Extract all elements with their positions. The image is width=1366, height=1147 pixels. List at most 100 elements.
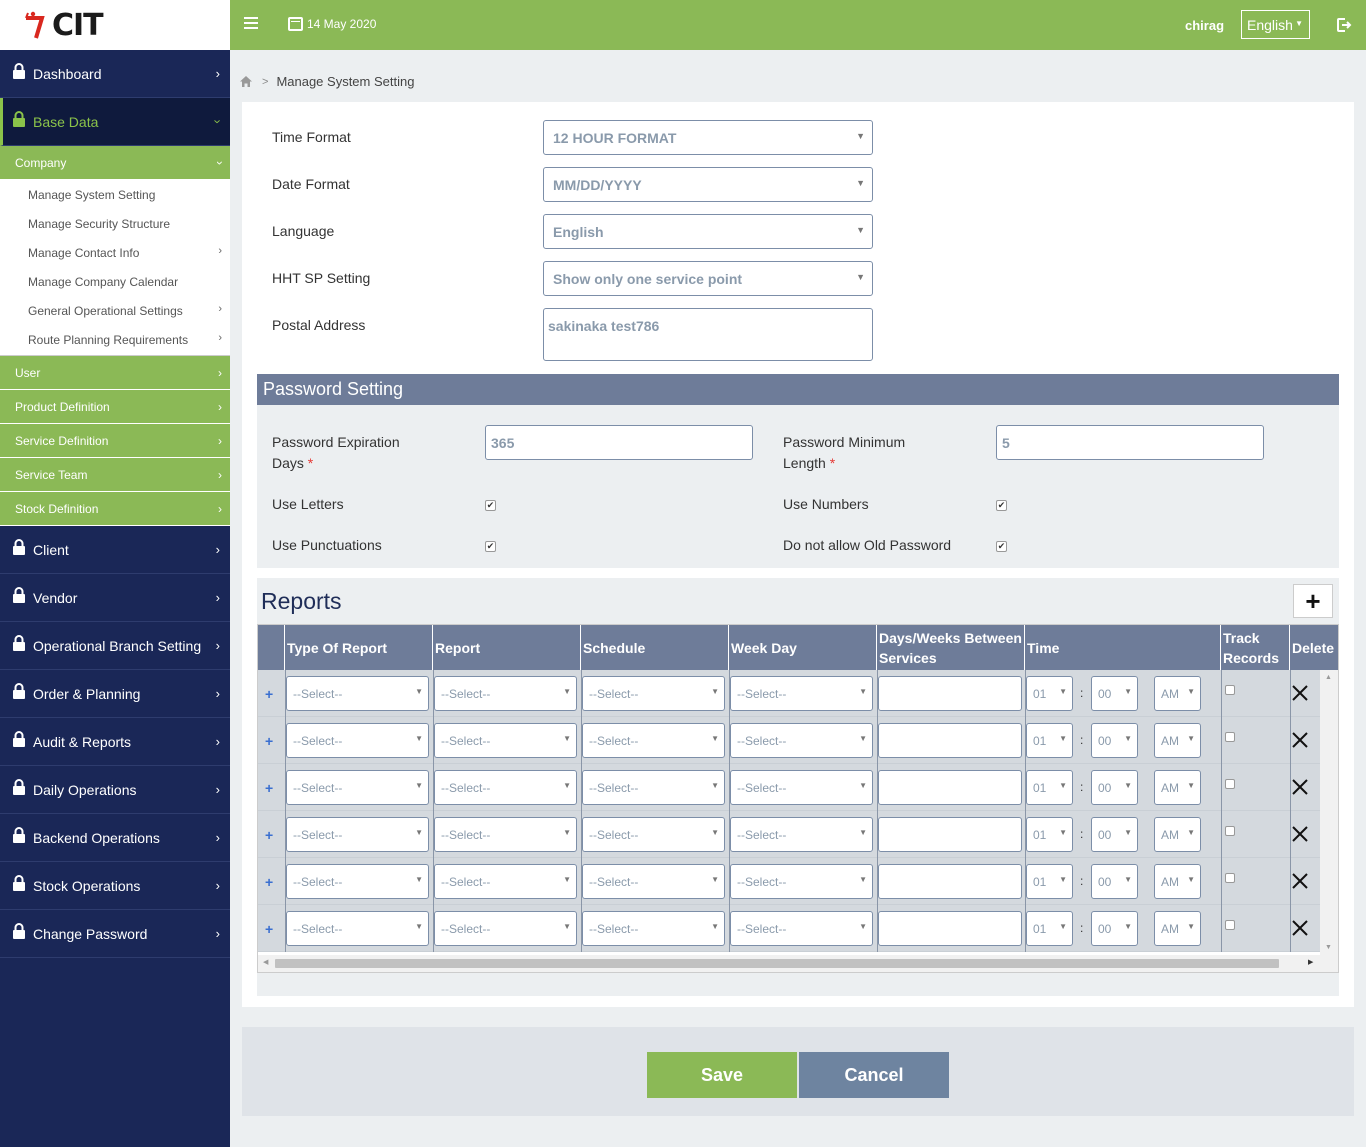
type-select[interactable]: --Select-- ▼ bbox=[286, 864, 429, 899]
scroll-down-icon[interactable]: ▼ bbox=[1325, 944, 1332, 951]
home-icon[interactable] bbox=[240, 76, 252, 87]
time-format-select[interactable]: 12 HOUR FORMAT ▼ bbox=[543, 120, 873, 155]
menu-icon[interactable] bbox=[244, 17, 258, 29]
hour-select[interactable]: 01 ▼ bbox=[1026, 723, 1073, 758]
report-select[interactable]: --Select-- ▼ bbox=[434, 911, 577, 946]
language-form-select[interactable]: English ▼ bbox=[543, 214, 873, 249]
password-min-length-input[interactable]: 5 bbox=[996, 425, 1264, 460]
type-select[interactable]: --Select-- ▼ bbox=[286, 817, 429, 852]
expand-row-icon[interactable]: + bbox=[265, 780, 274, 796]
days-between-input[interactable] bbox=[878, 723, 1022, 758]
week-day-select[interactable]: --Select-- ▼ bbox=[730, 817, 873, 852]
track-records-checkbox[interactable] bbox=[1225, 826, 1235, 836]
vertical-scrollbar[interactable]: ▲ ▼ bbox=[1320, 670, 1338, 955]
delete-icon[interactable] bbox=[1291, 731, 1309, 749]
hour-select[interactable]: 01 ▼ bbox=[1026, 817, 1073, 852]
ampm-select[interactable]: AM ▼ bbox=[1154, 864, 1201, 899]
report-select[interactable]: --Select-- ▼ bbox=[434, 864, 577, 899]
sidebar-subitem-manage-company-calendar[interactable]: Manage Company Calendar bbox=[0, 267, 230, 296]
track-records-checkbox[interactable] bbox=[1225, 732, 1235, 742]
horizontal-scrollbar[interactable]: ◀ ▶ bbox=[258, 955, 1338, 972]
sidebar-item-dashboard[interactable]: Dashboard › bbox=[0, 50, 230, 98]
schedule-select[interactable]: --Select-- ▼ bbox=[582, 723, 725, 758]
schedule-select[interactable]: --Select-- ▼ bbox=[582, 864, 725, 899]
ampm-select[interactable]: AM ▼ bbox=[1154, 770, 1201, 805]
week-day-select[interactable]: --Select-- ▼ bbox=[730, 770, 873, 805]
minute-select[interactable]: 00 ▼ bbox=[1091, 817, 1138, 852]
sidebar-item-stock-operations[interactable]: Stock Operations › bbox=[0, 862, 230, 910]
minute-select[interactable]: 00 ▼ bbox=[1091, 770, 1138, 805]
postal-address-textarea[interactable]: sakinaka test786 bbox=[543, 308, 873, 361]
scroll-up-icon[interactable]: ▲ bbox=[1325, 674, 1332, 681]
track-records-checkbox[interactable] bbox=[1225, 873, 1235, 883]
report-select[interactable]: --Select-- ▼ bbox=[434, 723, 577, 758]
ampm-select[interactable]: AM ▼ bbox=[1154, 723, 1201, 758]
sidebar-subitem-manage-system-setting[interactable]: Manage System Setting bbox=[0, 180, 230, 209]
sidebar-item-service-definition[interactable]: Service Definition › bbox=[0, 424, 230, 458]
cancel-button[interactable]: Cancel bbox=[799, 1052, 949, 1098]
expand-row-icon[interactable]: + bbox=[265, 921, 274, 937]
track-records-checkbox[interactable] bbox=[1225, 779, 1235, 789]
sidebar-item-backend-operations[interactable]: Backend Operations › bbox=[0, 814, 230, 862]
sidebar-item-daily-operations[interactable]: Daily Operations › bbox=[0, 766, 230, 814]
sidebar-item-company[interactable]: Company › bbox=[0, 146, 230, 180]
days-between-input[interactable] bbox=[878, 911, 1022, 946]
ampm-select[interactable]: AM ▼ bbox=[1154, 676, 1201, 711]
use-punctuations-checkbox[interactable]: ✔ bbox=[485, 541, 496, 552]
type-select[interactable]: --Select-- ▼ bbox=[286, 676, 429, 711]
schedule-select[interactable]: --Select-- ▼ bbox=[582, 911, 725, 946]
days-between-input[interactable] bbox=[878, 770, 1022, 805]
sidebar-item-vendor[interactable]: Vendor › bbox=[0, 574, 230, 622]
sidebar-item-client[interactable]: Client › bbox=[0, 526, 230, 574]
sidebar-item-base-data[interactable]: Base Data › bbox=[0, 98, 230, 146]
add-report-button[interactable]: + bbox=[1293, 584, 1333, 618]
expand-row-icon[interactable]: + bbox=[265, 827, 274, 843]
schedule-select[interactable]: --Select-- ▼ bbox=[582, 676, 725, 711]
logout-icon[interactable] bbox=[1336, 17, 1352, 33]
ampm-select[interactable]: AM ▼ bbox=[1154, 911, 1201, 946]
minute-select[interactable]: 00 ▼ bbox=[1091, 723, 1138, 758]
delete-icon[interactable] bbox=[1291, 825, 1309, 843]
report-select[interactable]: --Select-- ▼ bbox=[434, 817, 577, 852]
use-letters-checkbox[interactable]: ✔ bbox=[485, 500, 496, 511]
week-day-select[interactable]: --Select-- ▼ bbox=[730, 911, 873, 946]
type-select[interactable]: --Select-- ▼ bbox=[286, 911, 429, 946]
sidebar-item-order-and-planning[interactable]: Order & Planning › bbox=[0, 670, 230, 718]
password-expiration-input[interactable]: 365 bbox=[485, 425, 753, 460]
minute-select[interactable]: 00 ▼ bbox=[1091, 864, 1138, 899]
delete-icon[interactable] bbox=[1291, 919, 1309, 937]
minute-select[interactable]: 00 ▼ bbox=[1091, 911, 1138, 946]
minute-select[interactable]: 00 ▼ bbox=[1091, 676, 1138, 711]
hour-select[interactable]: 01 ▼ bbox=[1026, 676, 1073, 711]
scroll-right-icon[interactable]: ▶ bbox=[1308, 959, 1314, 966]
hour-select[interactable]: 01 ▼ bbox=[1026, 911, 1073, 946]
hht-sp-select[interactable]: Show only one service point ▼ bbox=[543, 261, 873, 296]
hour-select[interactable]: 01 ▼ bbox=[1026, 864, 1073, 899]
delete-icon[interactable] bbox=[1291, 684, 1309, 702]
sidebar-subitem-manage-security-structure[interactable]: Manage Security Structure bbox=[0, 209, 230, 238]
type-select[interactable]: --Select-- ▼ bbox=[286, 770, 429, 805]
week-day-select[interactable]: --Select-- ▼ bbox=[730, 864, 873, 899]
sidebar-subitem-manage-contact-info[interactable]: Manage Contact Info › bbox=[0, 238, 230, 267]
schedule-select[interactable]: --Select-- ▼ bbox=[582, 817, 725, 852]
type-select[interactable]: --Select-- ▼ bbox=[286, 723, 429, 758]
save-button[interactable]: Save bbox=[647, 1052, 797, 1098]
sidebar-item-operational-branch-setting[interactable]: Operational Branch Setting › bbox=[0, 622, 230, 670]
horizontal-scroll-thumb[interactable] bbox=[275, 959, 1279, 968]
delete-icon[interactable] bbox=[1291, 872, 1309, 890]
scroll-left-icon[interactable]: ◀ bbox=[263, 959, 269, 966]
sidebar-item-change-password[interactable]: Change Password › bbox=[0, 910, 230, 958]
expand-row-icon[interactable]: + bbox=[265, 686, 274, 702]
expand-row-icon[interactable]: + bbox=[265, 874, 274, 890]
schedule-select[interactable]: --Select-- ▼ bbox=[582, 770, 725, 805]
hour-select[interactable]: 01 ▼ bbox=[1026, 770, 1073, 805]
language-select[interactable]: English ▼ bbox=[1241, 10, 1310, 39]
days-between-input[interactable] bbox=[878, 864, 1022, 899]
week-day-select[interactable]: --Select-- ▼ bbox=[730, 723, 873, 758]
sidebar-item-service-team[interactable]: Service Team › bbox=[0, 458, 230, 492]
sidebar-subitem-route-planning-requirements[interactable]: Route Planning Requirements › bbox=[0, 325, 230, 354]
use-numbers-checkbox[interactable]: ✔ bbox=[996, 500, 1007, 511]
week-day-select[interactable]: --Select-- ▼ bbox=[730, 676, 873, 711]
track-records-checkbox[interactable] bbox=[1225, 920, 1235, 930]
report-select[interactable]: --Select-- ▼ bbox=[434, 770, 577, 805]
